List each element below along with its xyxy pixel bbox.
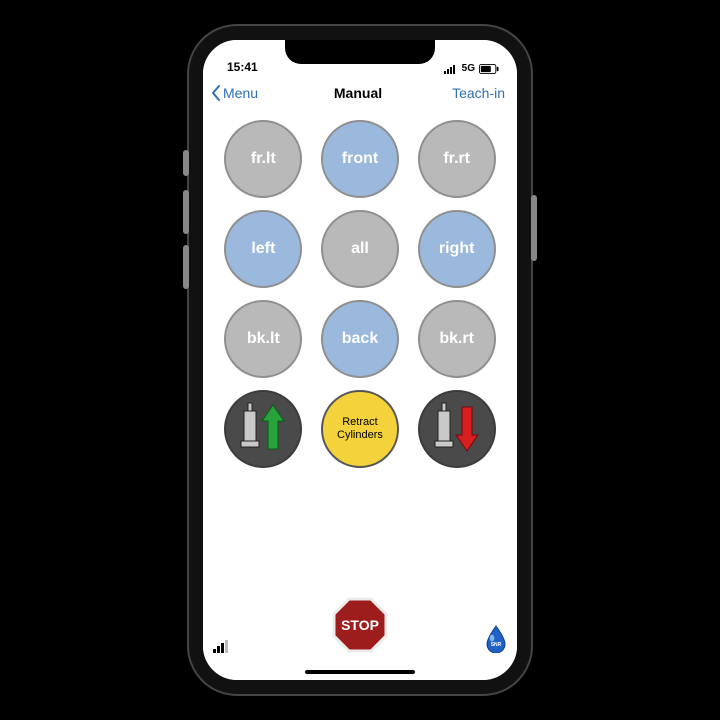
nav-right-link[interactable]: Teach-in	[382, 85, 509, 101]
btn-left[interactable]: left	[224, 210, 302, 288]
stop-button[interactable]: STOP	[331, 596, 389, 654]
nav-right-label: Teach-in	[452, 85, 505, 101]
btn-label: front	[342, 150, 378, 168]
nav-bar: Menu Manual Teach-in	[203, 76, 517, 110]
direction-grid: fr.lt front fr.rt left all right bk.lt b…	[203, 114, 517, 468]
status-network: 5G	[462, 63, 475, 74]
stop-label: STOP	[341, 617, 379, 633]
drop-label: SNR	[491, 642, 502, 648]
btn-front[interactable]: front	[321, 120, 399, 198]
chevron-left-icon	[211, 85, 221, 101]
btn-bklt[interactable]: bk.lt	[224, 300, 302, 378]
btn-label: left	[251, 240, 275, 258]
btn-label: fr.rt	[443, 150, 470, 168]
signal-icon	[444, 64, 458, 74]
humidity-drop-icon: SNR	[485, 625, 507, 658]
btn-label: fr.lt	[251, 150, 276, 168]
nav-title: Manual	[334, 85, 382, 101]
btn-all[interactable]: all	[321, 210, 399, 288]
btn-label: back	[342, 330, 378, 348]
btn-label: all	[351, 240, 369, 258]
btn-bkrt[interactable]: bk.rt	[418, 300, 496, 378]
cylinder-down-icon	[432, 399, 482, 459]
signal-strength-icon	[213, 639, 233, 658]
btn-raise[interactable]	[224, 390, 302, 468]
home-indicator	[305, 670, 415, 674]
btn-lower[interactable]	[418, 390, 496, 468]
battery-icon	[479, 64, 499, 74]
btn-label: bk.rt	[439, 330, 474, 348]
side-button	[183, 150, 189, 176]
btn-frrt[interactable]: fr.rt	[418, 120, 496, 198]
btn-back[interactable]: back	[321, 300, 399, 378]
btn-label: bk.lt	[247, 330, 280, 348]
side-button	[183, 190, 189, 234]
phone-mockup: 15:41 5G	[189, 26, 531, 694]
btn-label: right	[439, 240, 475, 258]
side-button	[183, 245, 189, 289]
nav-back[interactable]: Menu	[211, 85, 334, 101]
screen: 15:41 5G	[203, 40, 517, 680]
btn-right[interactable]: right	[418, 210, 496, 288]
side-button	[531, 195, 537, 261]
btn-frlt[interactable]: fr.lt	[224, 120, 302, 198]
nav-back-label: Menu	[223, 85, 258, 101]
status-time: 15:41	[221, 60, 258, 74]
btn-label: Retract Cylinders	[337, 416, 383, 441]
cylinder-up-icon	[238, 399, 288, 459]
btn-retract[interactable]: Retract Cylinders	[321, 390, 399, 468]
status-bar: 15:41 5G	[203, 40, 517, 76]
stop-icon: STOP	[331, 596, 389, 654]
